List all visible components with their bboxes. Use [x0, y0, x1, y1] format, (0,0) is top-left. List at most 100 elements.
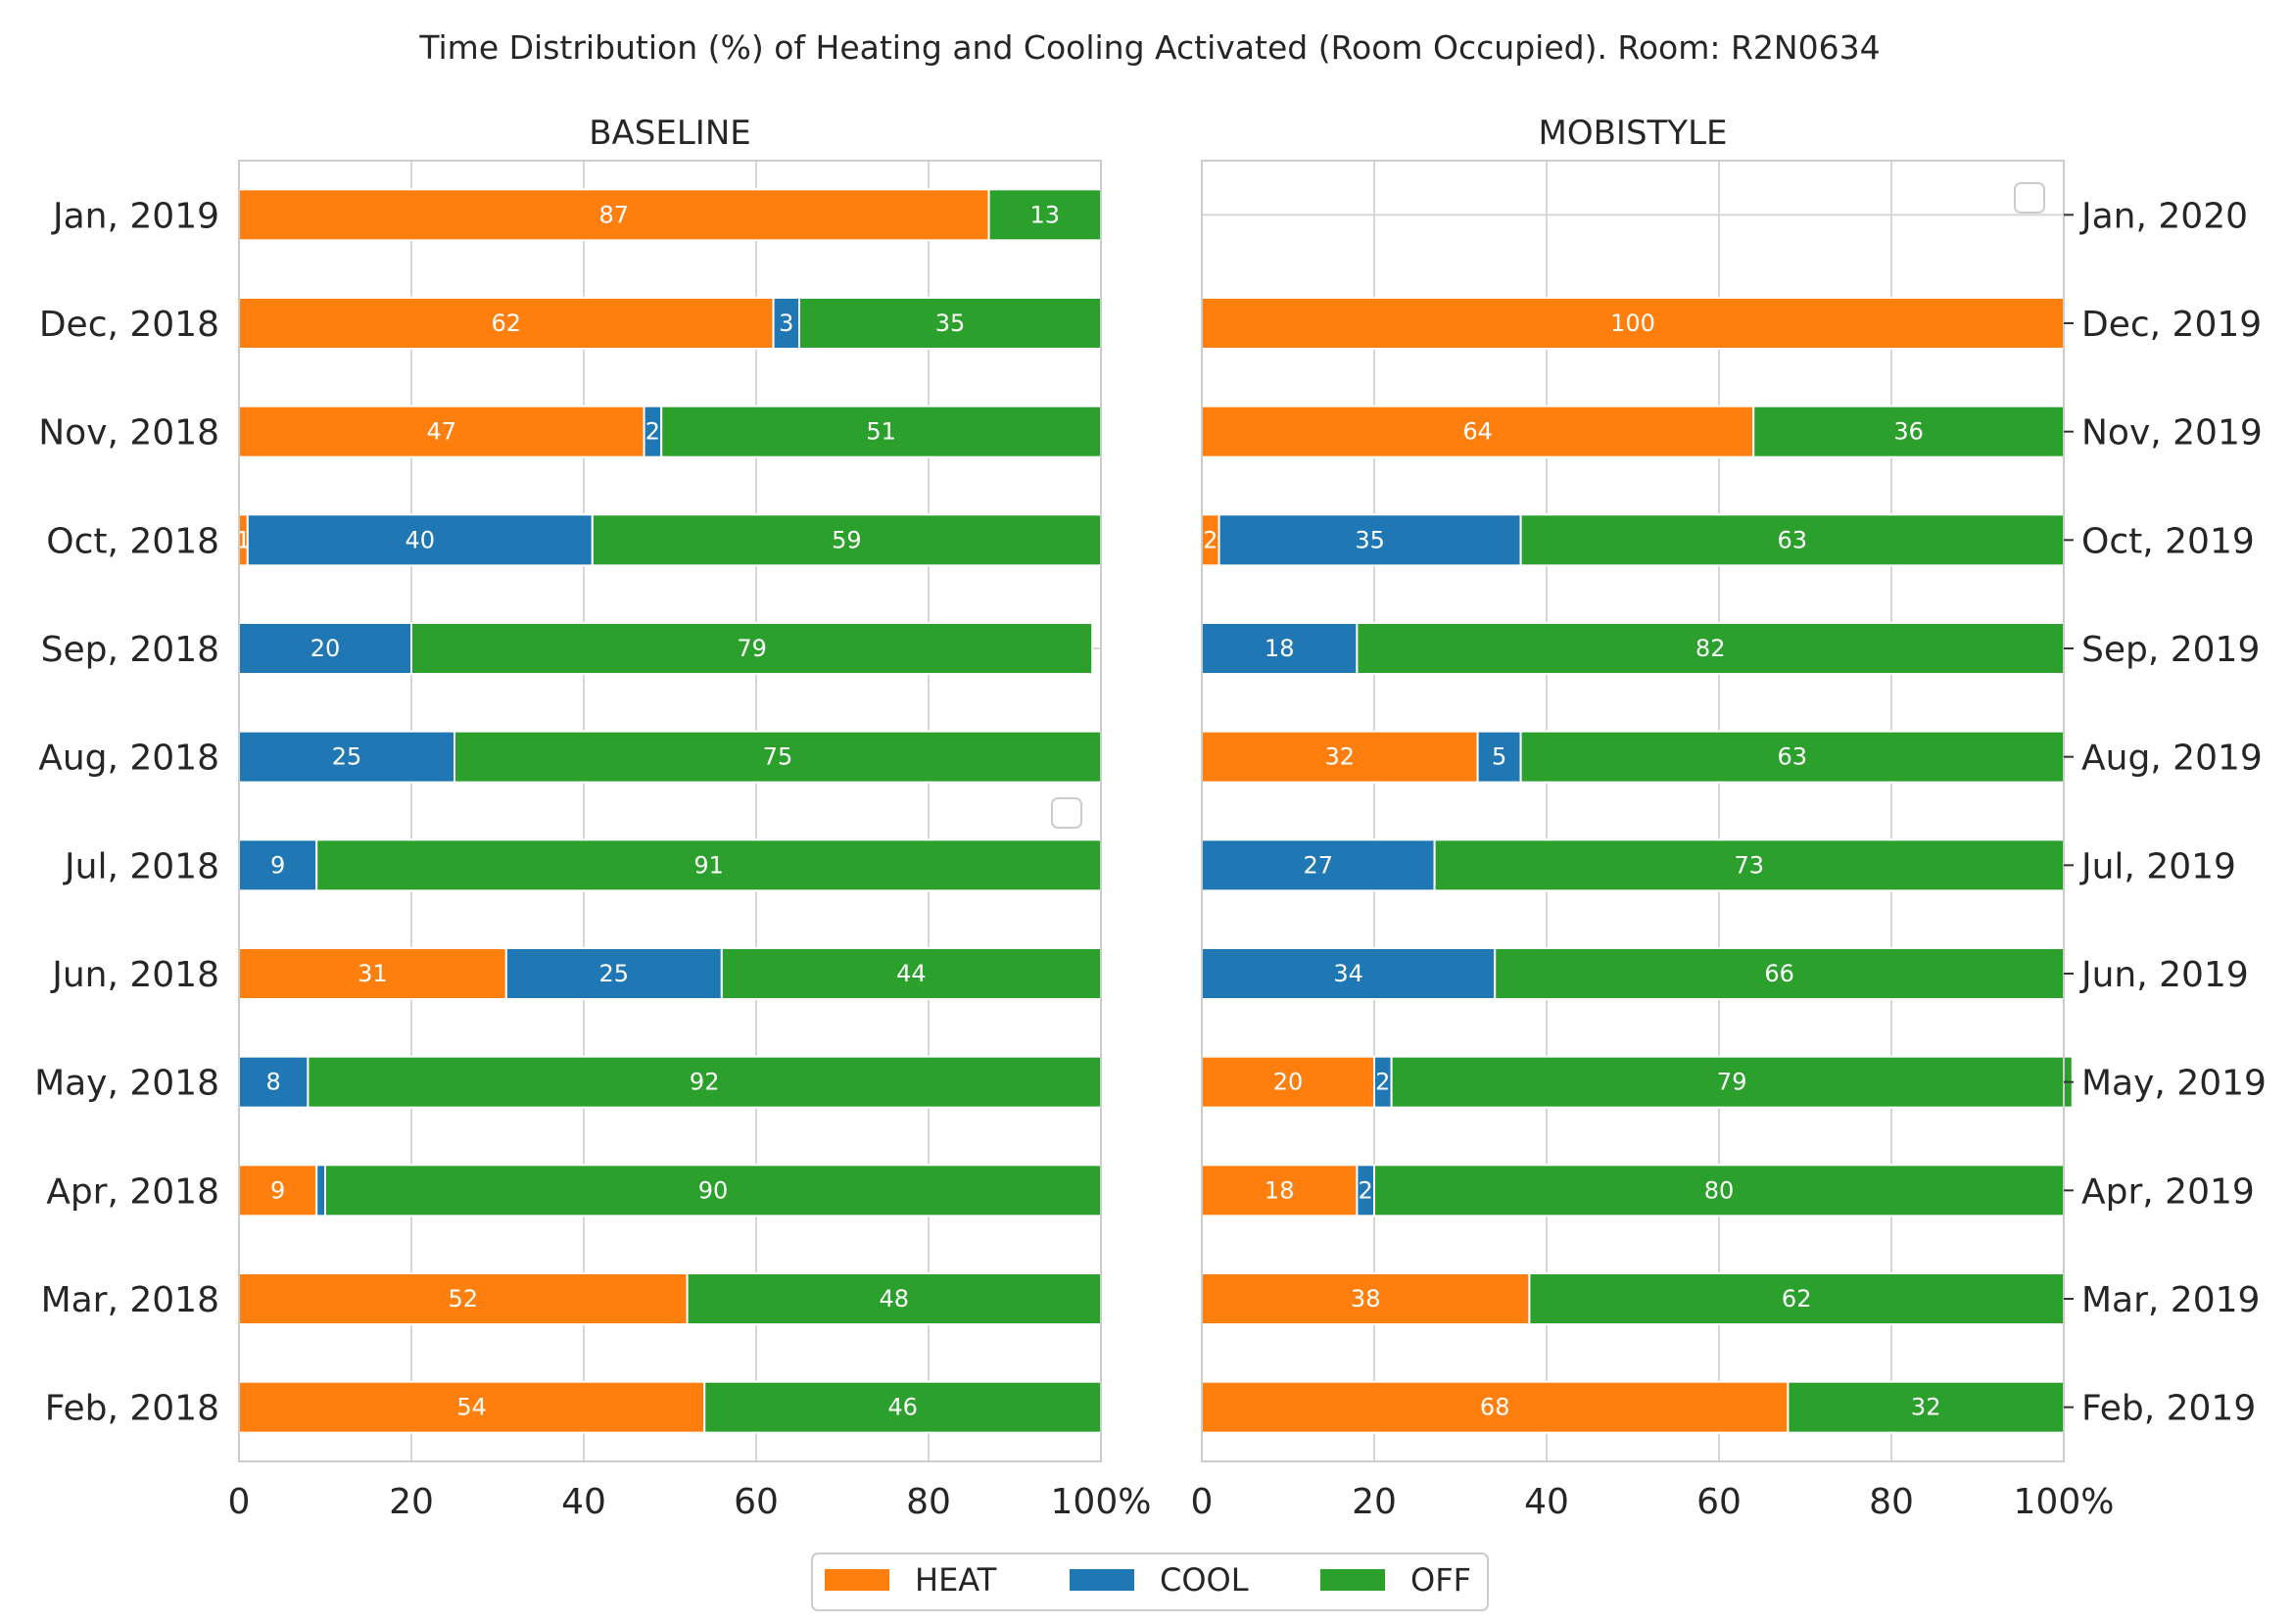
- bar-cool: [504, 947, 723, 1000]
- y-tick-label: Dec, 2019: [2081, 305, 2262, 345]
- y-tick-label: Mar, 2018: [41, 1280, 219, 1320]
- y-tick-label: Feb, 2019: [2081, 1389, 2256, 1429]
- bar-heat: [1201, 1164, 1359, 1218]
- bar-heat: [1201, 405, 1755, 458]
- bar-off: [1494, 947, 2065, 1000]
- bar-value-label: 35: [1355, 526, 1385, 553]
- bar-value-label: 18: [1265, 1176, 1295, 1204]
- bar-value-label: 32: [1325, 743, 1356, 771]
- bar-value-label: 63: [1778, 526, 1808, 553]
- x-tick-label: 80: [1869, 1482, 1914, 1522]
- bar-off: [1519, 730, 2065, 784]
- x-tick-label: 20: [1352, 1482, 1397, 1522]
- bar-value-label: 40: [406, 526, 436, 553]
- bar-value-label: 63: [1778, 743, 1808, 771]
- x-tick-label: 40: [1524, 1482, 1569, 1522]
- bar-value-label: 8: [266, 1069, 281, 1096]
- bar-off: [720, 947, 1102, 1000]
- bar-value-label: 20: [1273, 1069, 1304, 1096]
- bar-value-label: 9: [270, 851, 285, 879]
- bar-off: [1752, 405, 2065, 458]
- bar-value-label: 66: [1764, 960, 1794, 987]
- bar-value-label: 90: [698, 1176, 729, 1204]
- bar-off: [315, 838, 1102, 892]
- bar-value-label: 9: [270, 1176, 285, 1204]
- bar-value-label: 20: [310, 635, 341, 662]
- bar-value-label: 2: [1359, 1176, 1373, 1204]
- bar-value-label: 32: [1911, 1394, 1941, 1421]
- bar-off: [1390, 1055, 2074, 1109]
- legend-label-heat: HEAT: [915, 1561, 997, 1599]
- y-tick-label: Nov, 2018: [38, 413, 219, 454]
- x-tick-label: 20: [389, 1482, 434, 1522]
- bar-value-label: 25: [599, 960, 630, 987]
- y-tick-label: May, 2019: [2081, 1064, 2267, 1104]
- bar-value-label: 44: [896, 960, 927, 987]
- bar-value-label: 79: [1717, 1069, 1747, 1096]
- bar-value-label: 46: [887, 1394, 918, 1421]
- bar-cool: [238, 622, 412, 675]
- x-tick-label: 0: [1191, 1482, 1214, 1522]
- bar-value-label: 13: [1030, 201, 1061, 228]
- x-tick-label: 80: [906, 1482, 951, 1522]
- bar-off: [1373, 1164, 2065, 1218]
- bar-off: [591, 513, 1102, 567]
- bar-value-label: 2: [1203, 526, 1218, 553]
- y-tick-label: Jan, 2020: [2079, 196, 2248, 236]
- bar-value-label: 31: [358, 960, 388, 987]
- x-tick-label: 60: [1696, 1482, 1742, 1522]
- bar-value-label: 34: [1333, 960, 1363, 987]
- bar-value-label: 100: [1610, 310, 1655, 337]
- legend-frame: [811, 1552, 1489, 1611]
- bar-value-label: 2: [1375, 1069, 1390, 1096]
- bar-off: [410, 622, 1094, 675]
- y-tick-label: Sep, 2019: [2081, 630, 2260, 670]
- legend-label-off: OFF: [1410, 1561, 1471, 1599]
- plot-frame: [1201, 160, 2065, 1462]
- bar-value-label: 62: [492, 310, 522, 337]
- bar-heat: [238, 405, 645, 458]
- legend-swatch-cool: [1070, 1569, 1134, 1591]
- y-tick-label: Sep, 2018: [41, 630, 219, 670]
- bar-heat: [238, 947, 507, 1000]
- bar-value-label: 5: [1492, 743, 1506, 771]
- panel-title: BASELINE: [589, 114, 751, 153]
- y-tick-label: Apr, 2018: [46, 1171, 219, 1212]
- bar-value-label: 79: [737, 635, 767, 662]
- bar-value-label: 92: [690, 1069, 720, 1096]
- bar-cool: [1218, 513, 1522, 567]
- bar-cool: [1476, 730, 1522, 784]
- bar-off: [324, 1164, 1102, 1218]
- bar-value-label: 38: [1351, 1285, 1381, 1313]
- bar-cool: [238, 1055, 310, 1109]
- bar-value-label: 35: [935, 310, 966, 337]
- y-tick-label: Oct, 2018: [46, 521, 219, 561]
- bar-off: [703, 1380, 1102, 1434]
- bar-cool: [238, 730, 455, 784]
- y-tick-label: Aug, 2018: [38, 739, 219, 779]
- plot-frame: [238, 160, 1102, 1462]
- bar-off: [454, 730, 1102, 784]
- bar-off: [307, 1055, 1102, 1109]
- y-tick-label: Apr, 2019: [2081, 1171, 2255, 1212]
- bar-heat: [1201, 730, 1479, 784]
- bar-off: [686, 1272, 1102, 1325]
- bar-value-label: 62: [1782, 1285, 1812, 1313]
- bar-value-label: 82: [1695, 635, 1726, 662]
- bar-value-label: 2: [645, 418, 660, 446]
- y-tick-label: Jun, 2018: [50, 955, 219, 995]
- bar-value-label: 3: [779, 310, 793, 337]
- bar-value-label: 47: [427, 418, 457, 446]
- bar-heat: [238, 1164, 318, 1218]
- y-tick-label: Jun, 2019: [2079, 955, 2249, 995]
- panel-mobistyle: 100 64 36 2 35 63 18 82 32 5 63 27 73 34 66 20 2 79 18 2 80 3…: [1191, 114, 2267, 1522]
- x-tick-label: 0: [228, 1482, 251, 1522]
- bar-value-label: 51: [866, 418, 896, 446]
- legend-swatch-heat: [825, 1569, 889, 1591]
- bar-value-label: 18: [1265, 635, 1295, 662]
- bar-value-label: 54: [456, 1394, 487, 1421]
